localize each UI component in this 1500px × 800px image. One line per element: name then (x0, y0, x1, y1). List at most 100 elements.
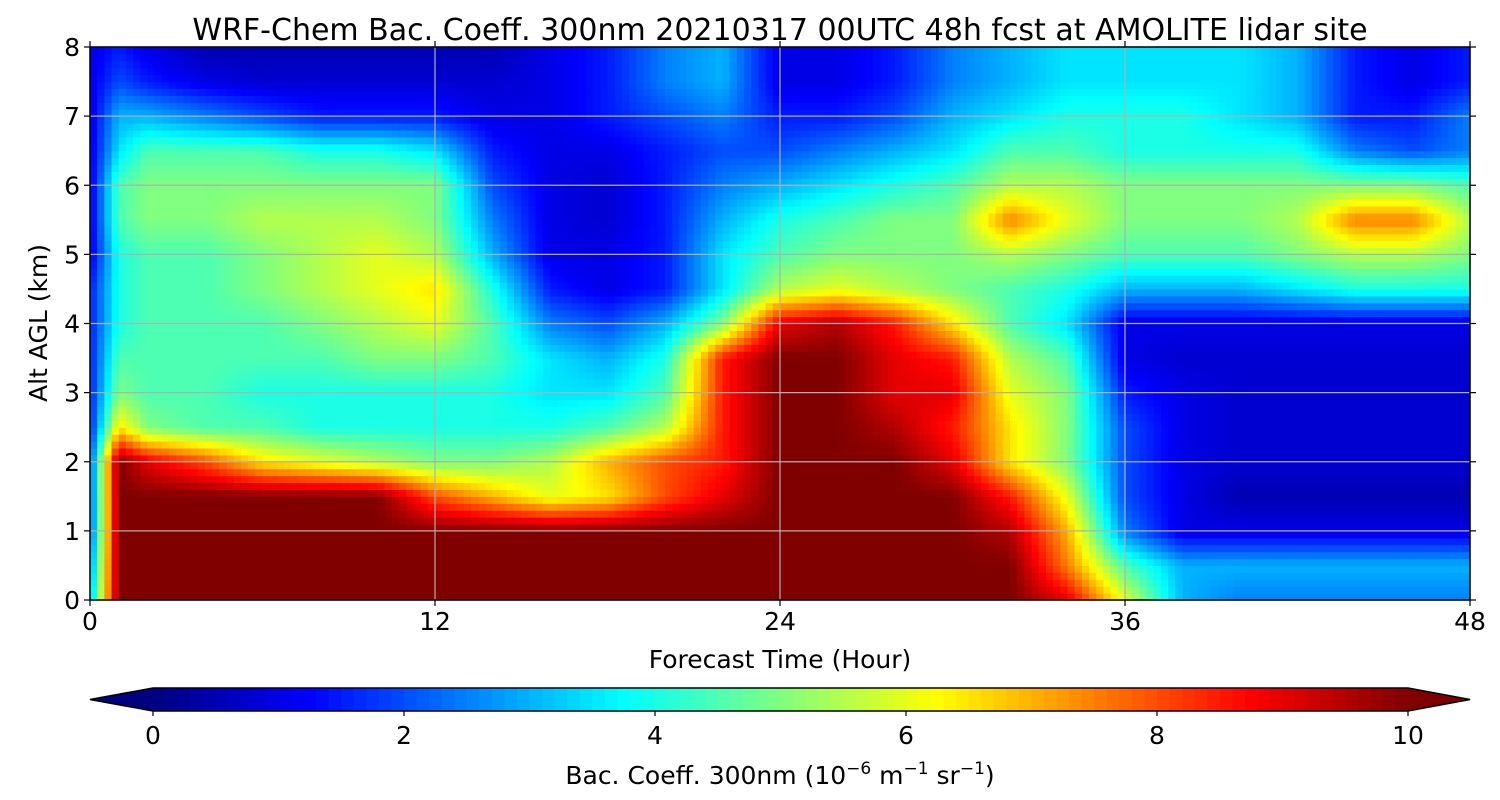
heatmap-cell (1434, 420, 1442, 428)
heatmap-cell (1225, 447, 1234, 456)
heatmap-cell (399, 510, 407, 518)
heatmap-cell (1225, 427, 1234, 435)
heatmap-cell (887, 544, 896, 553)
heatmap-cell (125, 537, 134, 546)
heatmap-cell (190, 461, 199, 470)
heatmap-cell (585, 572, 594, 580)
heatmap-cell (391, 482, 400, 490)
heatmap-cell (240, 441, 249, 449)
heatmap-cell (1146, 593, 1155, 600)
heatmap-cell (1326, 461, 1335, 470)
heatmap-cell (1196, 510, 1205, 518)
heatmap-cell (1448, 586, 1457, 594)
heatmap-cell (981, 544, 990, 553)
heatmap-cell (1074, 503, 1083, 511)
heatmap-cell (1319, 593, 1327, 600)
heatmap-cell (147, 468, 156, 477)
heatmap-cell (708, 558, 716, 567)
heatmap-cell (1117, 579, 1126, 587)
heatmap-cell (161, 482, 170, 490)
heatmap-cell (1369, 537, 1378, 546)
heatmap-cell (169, 523, 177, 532)
heatmap-cell (1081, 523, 1090, 532)
heatmap-cell (427, 447, 436, 456)
heatmap-cell (729, 572, 738, 580)
heatmap-cell (1434, 544, 1442, 553)
heatmap-cell (140, 510, 149, 518)
heatmap-cell (154, 461, 163, 470)
heatmap-cell (1355, 427, 1363, 435)
heatmap-cell (1017, 496, 1025, 504)
heatmap-cell (1045, 427, 1054, 435)
heatmap-cell (585, 475, 594, 484)
heatmap-cell (1153, 420, 1162, 428)
heatmap-cell (1089, 496, 1097, 504)
heatmap-cell (97, 447, 105, 456)
heatmap-cell (363, 530, 371, 539)
heatmap-cell (988, 593, 997, 600)
heatmap-cell (183, 489, 192, 497)
heatmap-cell (240, 454, 249, 463)
heatmap-cell (485, 579, 494, 587)
heatmap-cell (535, 572, 544, 580)
heatmap-cell (1247, 427, 1255, 435)
heatmap-cell (205, 523, 213, 532)
heatmap-cell (729, 517, 738, 525)
heatmap-cell (1261, 427, 1270, 435)
heatmap-cell (981, 565, 990, 573)
heatmap-cell (1333, 482, 1342, 490)
heatmap-cell (1376, 482, 1385, 490)
heatmap-cell (1376, 441, 1385, 449)
heatmap-cell (219, 586, 228, 594)
heatmap-cell (1139, 586, 1148, 594)
heatmap-cell (736, 572, 745, 580)
heatmap-cell (1110, 530, 1119, 539)
heatmap-cell (377, 510, 386, 518)
heatmap-cell (938, 482, 946, 490)
heatmap-cell (1311, 551, 1320, 560)
heatmap-cell (1297, 572, 1306, 580)
heatmap-cell (1426, 551, 1435, 560)
heatmap-cell (1031, 468, 1040, 477)
heatmap-cell (348, 544, 357, 553)
heatmap-cell (643, 517, 652, 525)
heatmap-cell (1175, 447, 1184, 456)
heatmap-cell (176, 468, 185, 477)
heatmap-cell (1153, 475, 1162, 484)
heatmap-cell (1311, 475, 1320, 484)
heatmap-cell (1139, 468, 1148, 477)
heatmap-cell (1211, 454, 1220, 463)
heatmap-cell (686, 558, 695, 567)
heatmap-cell (550, 489, 558, 497)
heatmap-cell (161, 441, 170, 449)
heatmap-cell (384, 586, 393, 594)
heatmap-cell (1232, 454, 1241, 463)
heatmap-cell (284, 489, 292, 497)
heatmap-cell (97, 496, 105, 504)
heatmap-cell (284, 441, 292, 449)
heatmap-cell (722, 586, 731, 594)
heatmap-cell (1125, 468, 1133, 477)
heatmap-cell (557, 586, 565, 594)
heatmap-cell (1405, 579, 1414, 587)
heatmap-cell (1153, 496, 1162, 504)
heatmap-cell (557, 482, 565, 490)
heatmap-cell (815, 565, 824, 573)
heatmap-cell (1319, 558, 1327, 567)
heatmap-cell (521, 461, 530, 470)
heatmap-cell (255, 558, 264, 567)
heatmap-cell (1455, 496, 1464, 504)
heatmap-cell (1412, 461, 1421, 470)
heatmap-cell (1326, 572, 1335, 580)
heatmap-cell (1110, 565, 1119, 573)
heatmap-cell (1024, 468, 1033, 477)
heatmap-field (90, 47, 1470, 600)
heatmap-cell (1268, 489, 1277, 497)
heatmap-cell (248, 496, 256, 504)
heatmap-cell (686, 530, 695, 539)
heatmap-cell (1240, 503, 1248, 511)
heatmap-cell (133, 558, 141, 567)
heatmap-cell (1326, 523, 1335, 532)
heatmap-cell (90, 434, 98, 442)
heatmap-cell (844, 537, 853, 546)
